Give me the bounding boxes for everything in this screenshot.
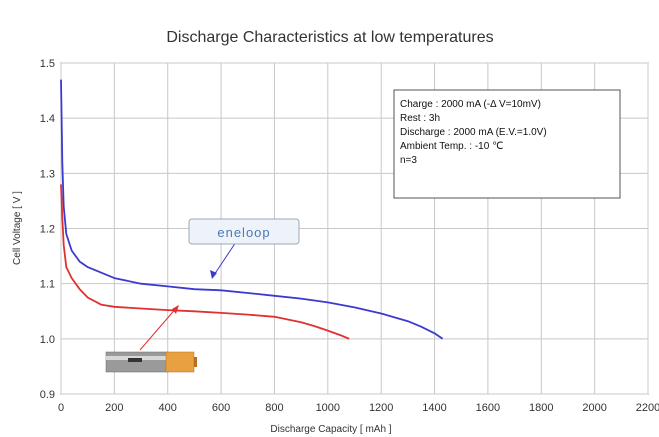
battery-icon bbox=[105, 351, 197, 373]
y-tick-label: 0.9 bbox=[40, 389, 55, 401]
y-axis-ticks: 0.9 1.0 1.1 1.2 1.3 1.4 1.5 bbox=[40, 58, 55, 401]
eneloop-pointer-arrow bbox=[210, 270, 217, 279]
eneloop-label: eneloop bbox=[217, 225, 270, 240]
x-tick-label: 0 bbox=[58, 402, 64, 414]
y-axis-label: Cell Voltage [ V ] bbox=[12, 191, 23, 265]
x-tick-label: 1000 bbox=[316, 402, 340, 414]
y-tick-label: 1.5 bbox=[40, 58, 55, 70]
x-tick-label: 1200 bbox=[369, 402, 393, 414]
comparison-series-line bbox=[60, 184, 350, 340]
y-tick-label: 1.2 bbox=[40, 224, 55, 236]
y-tick-label: 1.0 bbox=[40, 334, 55, 346]
y-tick-label: 1.3 bbox=[40, 168, 55, 180]
x-tick-label: 400 bbox=[159, 402, 177, 414]
x-tick-label: 2200 bbox=[636, 402, 659, 414]
condition-ambient-temp: Ambient Temp. : -10 ℃ bbox=[400, 141, 503, 152]
x-axis-ticks: 0 200 400 600 800 1000 1200 1400 1600 1800 2000 220… bbox=[58, 402, 659, 414]
x-tick-label: 800 bbox=[265, 402, 283, 414]
x-tick-label: 1600 bbox=[476, 402, 500, 414]
condition-rest: Rest : 3h bbox=[400, 113, 440, 124]
eneloop-series-line bbox=[60, 79, 444, 340]
battery-callout bbox=[105, 305, 197, 373]
x-tick-label: 1800 bbox=[529, 402, 553, 414]
condition-sample-count: n=3 bbox=[400, 155, 417, 166]
x-tick-label: 2000 bbox=[582, 402, 606, 414]
chart-title: Discharge Characteristics at low tempera… bbox=[166, 29, 493, 46]
x-axis-label: Discharge Capacity [ mAh ] bbox=[270, 424, 391, 435]
battery-pointer-line bbox=[139, 305, 179, 351]
condition-discharge: Discharge : 2000 mA (E.V.=1.0V) bbox=[400, 127, 547, 138]
y-tick-label: 1.1 bbox=[40, 279, 55, 291]
eneloop-callout: eneloop bbox=[188, 218, 300, 279]
y-tick-label: 1.4 bbox=[40, 113, 55, 125]
condition-charge: Charge : 2000 mA (-Δ V=10mV) bbox=[400, 99, 541, 110]
test-conditions-box: Charge : 2000 mA (-Δ V=10mV) Rest : 3h D… bbox=[393, 89, 621, 199]
x-tick-label: 600 bbox=[212, 402, 230, 414]
battery-pointer-arrow bbox=[172, 305, 179, 314]
eneloop-label-box bbox=[188, 218, 300, 245]
series-lines bbox=[60, 79, 444, 340]
x-tick-label: 1400 bbox=[422, 402, 446, 414]
x-tick-label: 200 bbox=[105, 402, 123, 414]
